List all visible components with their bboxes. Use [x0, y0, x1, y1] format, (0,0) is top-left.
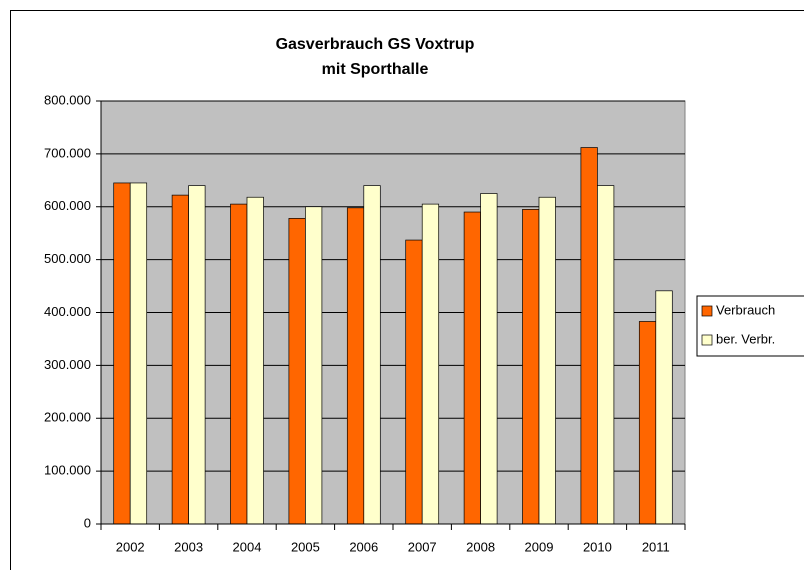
y-tick-label: 300.000 — [44, 357, 91, 372]
legend-swatch — [701, 305, 713, 317]
legend-label: Verbrauch — [716, 302, 775, 317]
bar — [538, 196, 556, 525]
x-tick-label: 2003 — [174, 539, 203, 554]
y-tick-label: 0 — [84, 515, 91, 530]
y-tick-label: 200.000 — [44, 410, 91, 425]
x-tick-label: 2004 — [233, 539, 262, 554]
bar — [580, 147, 598, 525]
bar — [113, 182, 131, 525]
x-tick-label: 2008 — [466, 539, 495, 554]
legend-swatch — [701, 334, 713, 346]
x-tick-label: 2007 — [408, 539, 437, 554]
y-tick-label: 100.000 — [44, 463, 91, 478]
y-tick-label: 800.000 — [44, 92, 91, 107]
x-tick-label: 2010 — [583, 539, 612, 554]
bar — [463, 211, 481, 525]
bar — [288, 218, 306, 525]
bar — [638, 321, 657, 525]
y-tick-label: 400.000 — [44, 304, 91, 319]
bar — [188, 185, 206, 525]
bar — [346, 207, 365, 525]
x-tick-label: 2011 — [642, 539, 670, 554]
y-tick-label: 500.000 — [44, 251, 91, 266]
x-tick-label: 2006 — [349, 539, 378, 554]
chart-subtitle: mit Sporthalle — [322, 61, 429, 78]
x-tick-label: 2005 — [291, 539, 320, 554]
bar — [480, 193, 498, 525]
bar — [597, 185, 615, 525]
legend-box — [696, 295, 804, 357]
y-tick-label: 600.000 — [44, 198, 91, 213]
bar — [655, 290, 673, 525]
bar — [305, 206, 323, 525]
bar — [246, 196, 264, 525]
bar — [363, 185, 381, 525]
bar — [129, 182, 148, 525]
y-tick-label: 700.000 — [44, 145, 91, 160]
bar — [421, 203, 440, 525]
legend-label: ber. Verbr. — [716, 331, 775, 346]
chart-title: Gasverbrauch GS Voxtrup — [276, 36, 475, 53]
x-tick-label: 2002 — [116, 539, 145, 554]
bar — [522, 209, 540, 525]
bar — [405, 239, 423, 525]
bar — [171, 194, 189, 525]
bar — [230, 203, 248, 525]
x-tick-label: 2009 — [525, 539, 554, 554]
